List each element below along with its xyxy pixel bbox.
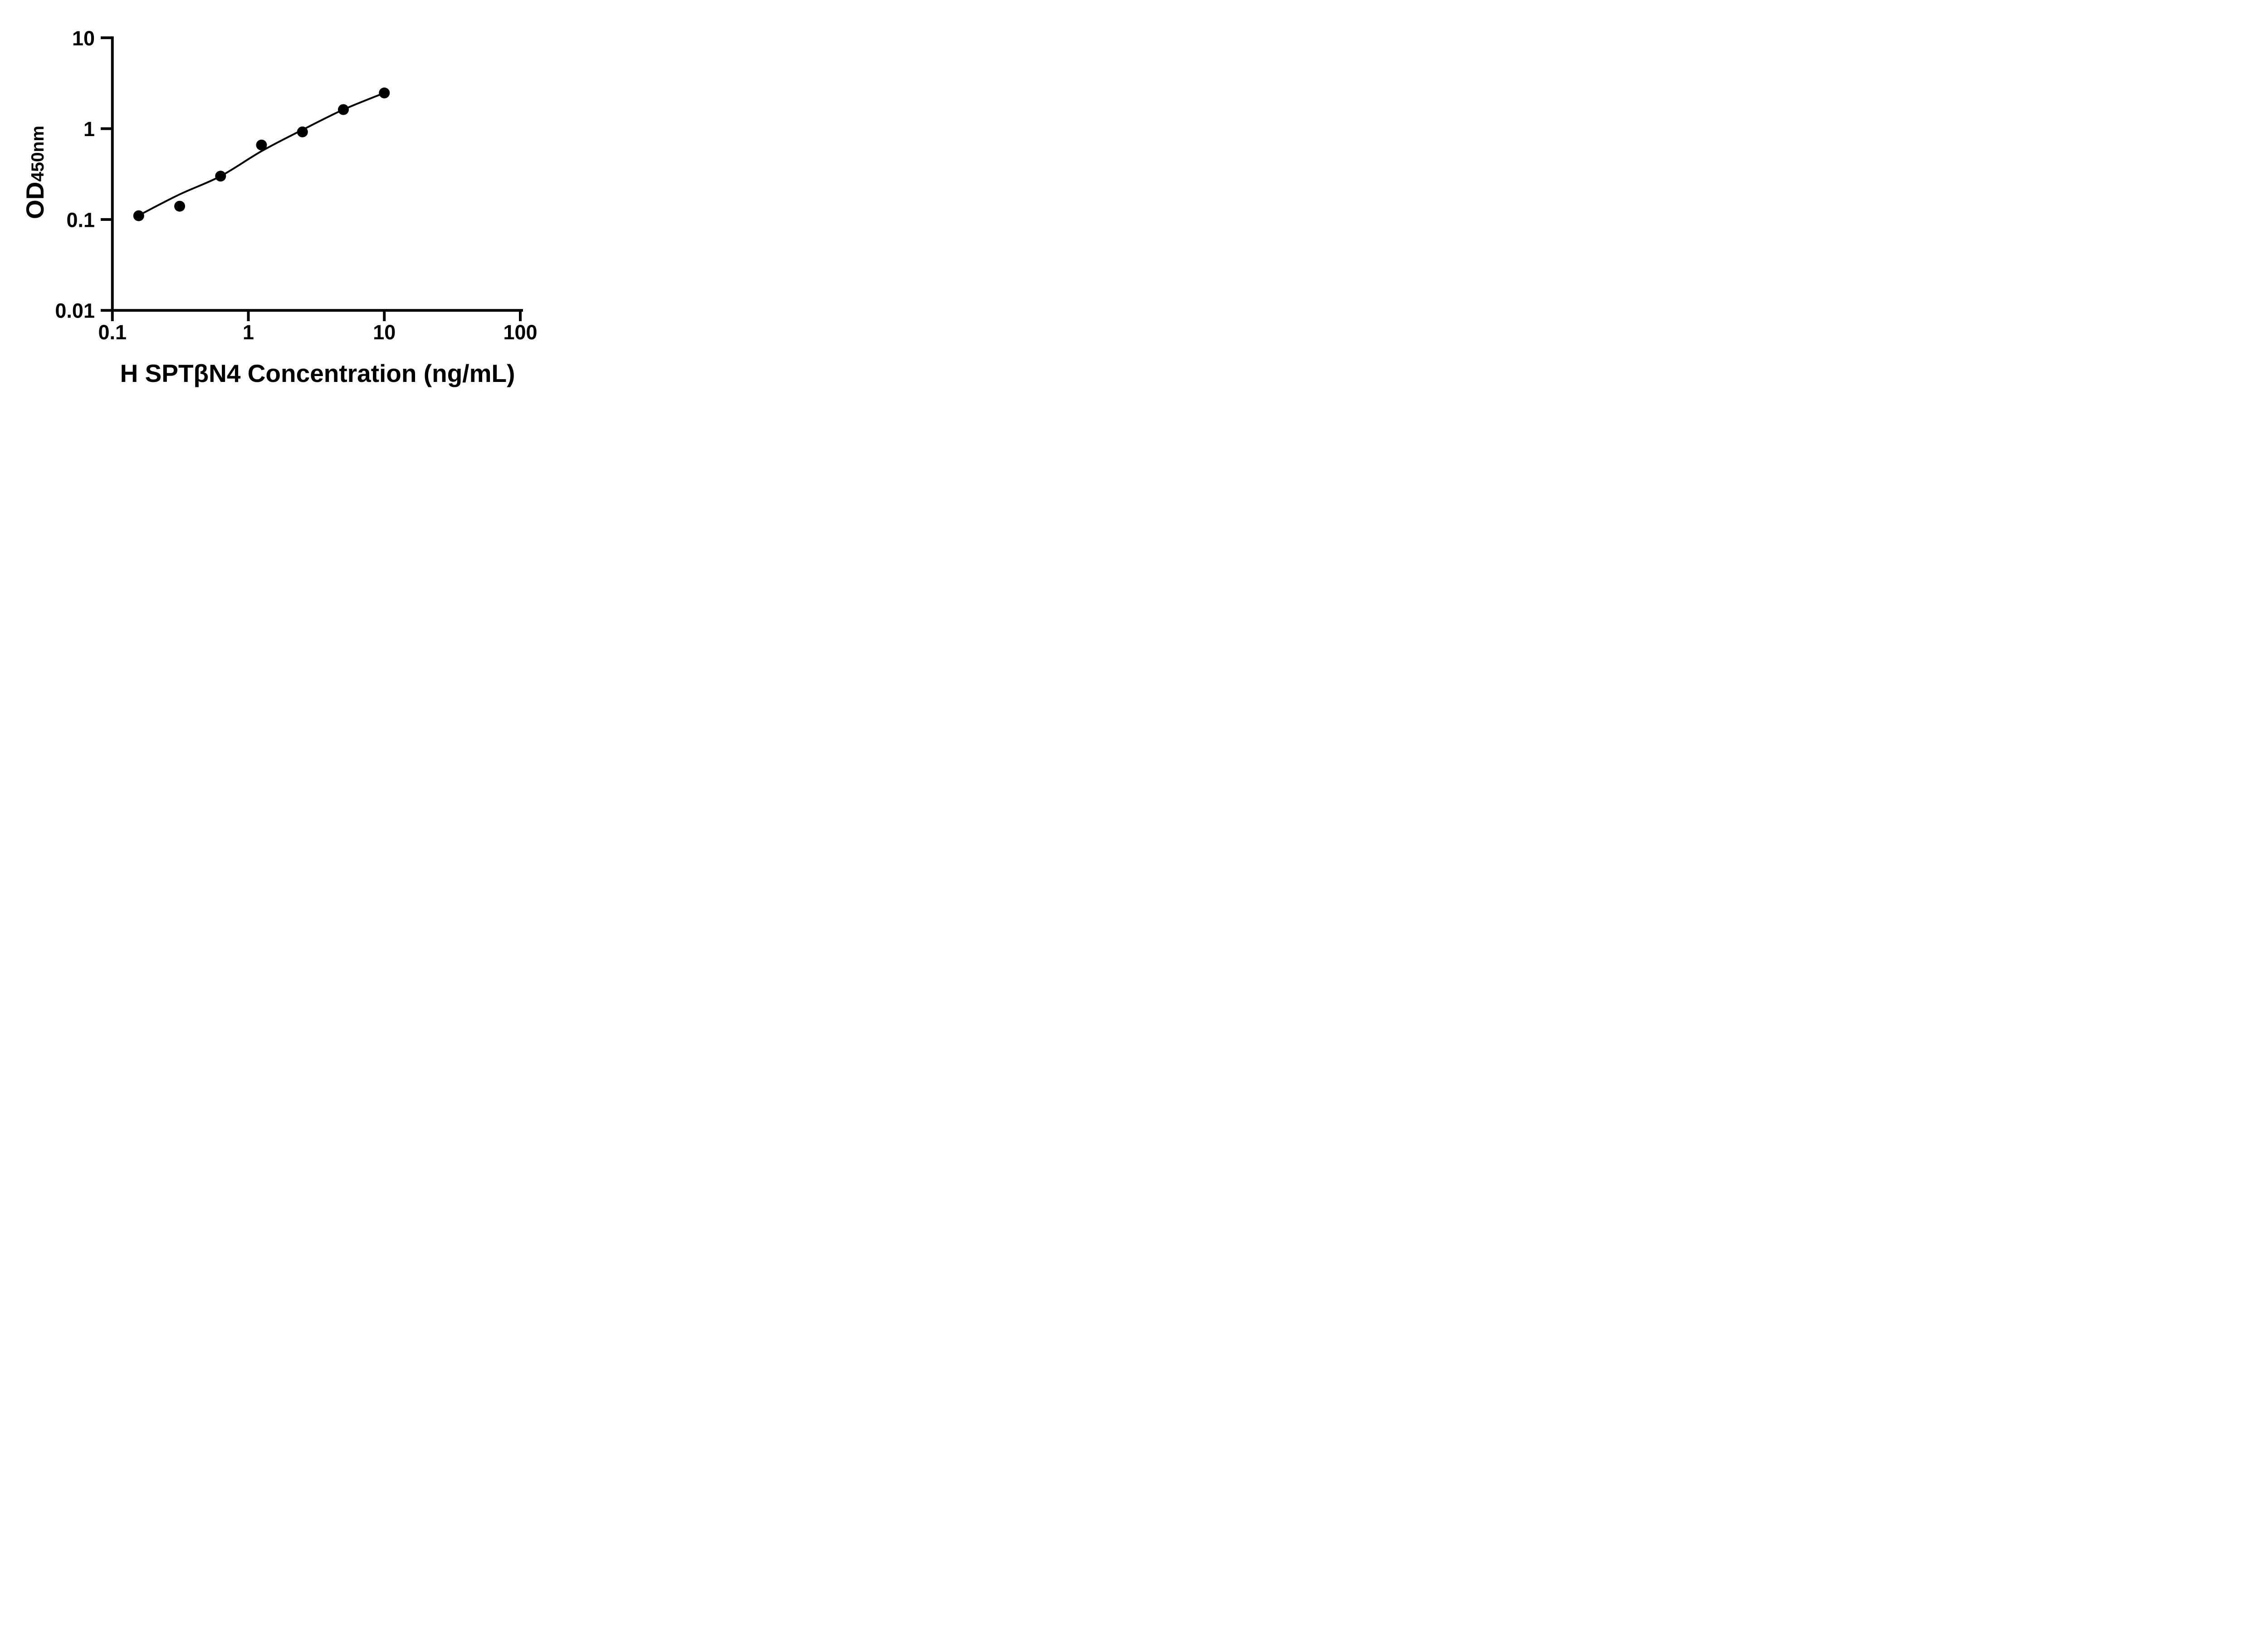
y-tick-label-0.1: 0.1 bbox=[66, 208, 95, 231]
x-tick-label-1: 1 bbox=[243, 321, 254, 344]
x-tick-label-10: 10 bbox=[373, 321, 396, 344]
data-point-0.3125 bbox=[174, 200, 186, 212]
data-point-0.625 bbox=[215, 171, 226, 182]
axes-frame bbox=[111, 36, 523, 312]
y-axis-title-main: OD bbox=[21, 182, 49, 220]
data-point-10 bbox=[379, 87, 390, 98]
y-tick-label-0.01: 0.01 bbox=[55, 299, 95, 323]
y-axis-title-sub: 450nm bbox=[28, 126, 48, 182]
x-axis-title: H SPTβN4 Concentration (ng/mL) bbox=[120, 359, 515, 387]
y-tick-label-10: 10 bbox=[72, 27, 95, 50]
data-point-2.5 bbox=[297, 126, 308, 137]
y-tick-label-1: 1 bbox=[83, 117, 95, 141]
elisa-standard-curve-figure: 10 1 0.1 0.01 0.1 1 10 100 H SPTβN4 Concentrati… bbox=[0, 0, 583, 408]
data-point-1.25 bbox=[256, 139, 267, 151]
x-tick-label-100: 100 bbox=[503, 321, 537, 344]
data-point-5 bbox=[338, 104, 349, 115]
x-tick-label-0.1: 0.1 bbox=[98, 321, 127, 344]
data-point-0.15625 bbox=[133, 210, 144, 221]
y-axis-title: OD450nm bbox=[21, 126, 49, 219]
